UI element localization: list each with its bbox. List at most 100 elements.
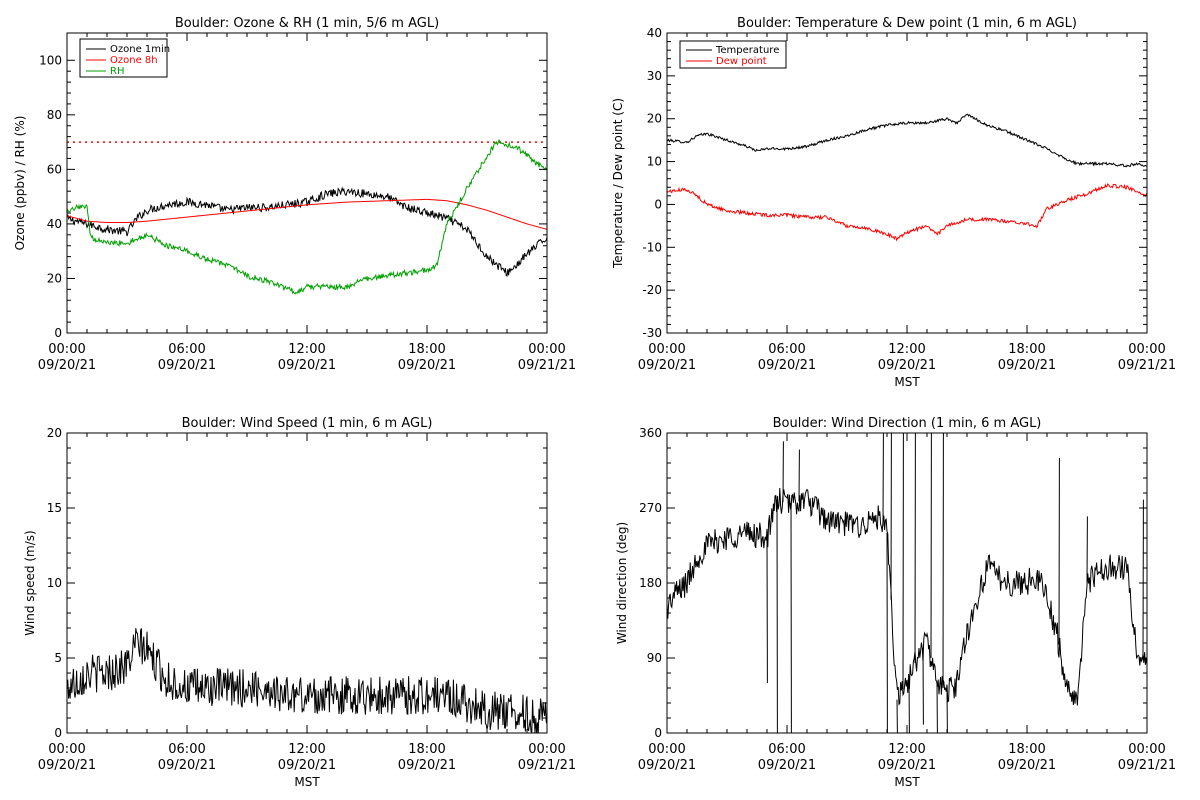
wind_dir-y-tick-label: 0 bbox=[654, 726, 662, 740]
temp-x-tick-time: 06:00 bbox=[768, 342, 805, 357]
legend-rh-label: RH bbox=[110, 66, 124, 77]
temp-x-tick-time: 12:00 bbox=[888, 342, 925, 357]
wind_speed-y-tick-label: 15 bbox=[47, 501, 62, 515]
ozone-panel-title: Boulder: Ozone & RH (1 min, 5/6 m AGL) bbox=[175, 16, 439, 31]
wind_speed-data-layer bbox=[67, 628, 547, 733]
wind_speed-y-tick-label: 10 bbox=[47, 576, 62, 590]
temp-y-tick-label: 10 bbox=[647, 155, 662, 169]
temp-y-tick-label: 0 bbox=[654, 197, 662, 211]
ozone-y-axis-label: Ozone (ppbv) / RH (%) bbox=[13, 116, 27, 251]
wind_dir-x-tick-date: 09/20/21 bbox=[878, 758, 936, 773]
ozone-y-tick-label: 20 bbox=[47, 271, 62, 285]
wind_dir-y-tick-label: 90 bbox=[647, 651, 662, 665]
wind_speed-x-tick-date: 09/20/21 bbox=[158, 758, 216, 773]
ozone-plot-area: 02040608010000:0009/20/2106:0009/20/2112… bbox=[38, 32, 576, 373]
ozone-y-tick-label: 100 bbox=[39, 53, 62, 67]
ws-y-axis-label: Wind speed (m/s) bbox=[23, 530, 37, 635]
temp-series-dew-point bbox=[667, 183, 1147, 242]
wind_dir-series-line bbox=[667, 487, 1147, 706]
wind_dir-x-tick-time: 18:00 bbox=[1008, 742, 1045, 757]
temp-y-tick-label: -30 bbox=[642, 326, 662, 340]
wind_dir-x-tick-time: 06:00 bbox=[768, 742, 805, 757]
legend-temperature-label: Temperature bbox=[715, 45, 779, 56]
wind_speed-y-tick-label: 20 bbox=[47, 426, 62, 440]
ozone-y-tick-label: 80 bbox=[47, 108, 62, 122]
ozone-legend: Ozone 1min Ozone 8h RH bbox=[79, 38, 170, 78]
wind_speed-x-tick-date: 09/20/21 bbox=[38, 758, 96, 773]
wind_speed-x-tick-time: 00:00 bbox=[528, 742, 565, 757]
legend-dew-point-label: Dew point bbox=[716, 56, 767, 67]
wind_dir-y-tick-label: 180 bbox=[639, 576, 662, 590]
temp-y-tick-label: -20 bbox=[642, 283, 662, 297]
wind_dir-x-tick-date: 09/20/21 bbox=[758, 758, 816, 773]
wind_speed-x-tick-date: 09/20/21 bbox=[278, 758, 336, 773]
temp-y-tick-label: 40 bbox=[647, 26, 662, 40]
temp-x-tick-date: 09/20/21 bbox=[998, 358, 1056, 373]
wind_speed-x-tick-time: 18:00 bbox=[408, 742, 445, 757]
temp-plot-area: -30-20-1001020304000:0009/20/2106:0009/2… bbox=[638, 26, 1176, 373]
ozone-y-tick-label: 60 bbox=[47, 162, 62, 176]
temp-data-layer bbox=[667, 113, 1147, 242]
temp-x-tick-date: 09/20/21 bbox=[878, 358, 936, 373]
temp-panel-title: Boulder: Temperature & Dew point (1 min,… bbox=[737, 16, 1077, 31]
ozone-x-tick-date: 09/20/21 bbox=[38, 358, 96, 373]
ozone-series-ozone-8h bbox=[67, 198, 547, 230]
temperature-dewpoint-panel: Boulder: Temperature & Dew point (1 min,… bbox=[611, 16, 1176, 389]
legend-ozone-8h-label: Ozone 8h bbox=[110, 55, 158, 66]
wind_dir-x-tick-time: 12:00 bbox=[888, 742, 925, 757]
wind_speed-series-line bbox=[67, 628, 547, 733]
wind_dir-x-tick-time: 00:00 bbox=[648, 742, 685, 757]
temp-y-tick-label: -10 bbox=[642, 240, 662, 254]
wind_dir-y-tick-label: 360 bbox=[639, 426, 662, 440]
wind_dir-x-tick-date: 09/20/21 bbox=[638, 758, 696, 773]
temp-x-tick-date: 09/20/21 bbox=[638, 358, 696, 373]
wind_dir-x-tick-time: 00:00 bbox=[1128, 742, 1165, 757]
temp-series-temperature bbox=[667, 113, 1147, 168]
ozone-data-layer bbox=[67, 138, 547, 295]
ozone-x-tick-date: 09/20/21 bbox=[398, 358, 456, 373]
ozone-y-tick-label: 0 bbox=[54, 326, 62, 340]
ozone-x-tick-date: 09/21/21 bbox=[518, 358, 576, 373]
ws-x-axis-label: MST bbox=[294, 775, 320, 789]
wind_dir-x-tick-date: 09/21/21 bbox=[1118, 758, 1176, 773]
temp-y-tick-label: 30 bbox=[647, 69, 662, 83]
temp-y-tick-label: 20 bbox=[647, 112, 662, 126]
wind_dir-x-tick-date: 09/20/21 bbox=[998, 758, 1056, 773]
wind_speed-y-tick-label: 0 bbox=[54, 726, 62, 740]
wind_speed-x-tick-time: 06:00 bbox=[168, 742, 205, 757]
ozone-series-ozone-1min bbox=[67, 186, 547, 277]
wind_speed-x-tick-time: 12:00 bbox=[288, 742, 325, 757]
temp-y-axis-label: Temperature / Dew point (C) bbox=[611, 98, 625, 269]
legend-ozone-1min-label: Ozone 1min bbox=[110, 44, 170, 55]
wind_dir-y-tick-label: 270 bbox=[639, 501, 662, 515]
temp-x-tick-date: 09/21/21 bbox=[1118, 358, 1176, 373]
wd-x-axis-label: MST bbox=[894, 775, 920, 789]
wind_speed-x-tick-date: 09/21/21 bbox=[518, 758, 576, 773]
wd-y-axis-label: Wind direction (deg) bbox=[615, 522, 629, 644]
ws-plot-area: 0510152000:0009/20/2106:0009/20/2112:000… bbox=[38, 426, 576, 773]
wind_speed-x-tick-time: 00:00 bbox=[48, 742, 85, 757]
ozone-x-tick-time: 00:00 bbox=[48, 342, 85, 357]
wind_speed-y-tick-label: 5 bbox=[54, 651, 62, 665]
temp-x-tick-time: 00:00 bbox=[648, 342, 685, 357]
temp-x-axis-label: MST bbox=[894, 375, 920, 389]
wd-plot-area: 09018027036000:0009/20/2106:0009/20/2112… bbox=[638, 426, 1176, 773]
ozone-x-tick-date: 09/20/21 bbox=[158, 358, 216, 373]
wd-panel-title: Boulder: Wind Direction (1 min, 6 m AGL) bbox=[773, 416, 1042, 431]
ws-panel-title: Boulder: Wind Speed (1 min, 6 m AGL) bbox=[182, 416, 433, 431]
wind_dir-data-layer bbox=[667, 433, 1147, 733]
temp-legend-box bbox=[679, 40, 787, 69]
temp-legend: Temperature Dew point bbox=[679, 40, 787, 69]
ozone-y-tick-label: 40 bbox=[47, 217, 62, 231]
temp-x-tick-date: 09/20/21 bbox=[758, 358, 816, 373]
wind-direction-panel: Boulder: Wind Direction (1 min, 6 m AGL)… bbox=[615, 416, 1176, 789]
ozone-rh-panel: Boulder: Ozone & RH (1 min, 5/6 m AGL) O… bbox=[13, 16, 576, 373]
ozone-x-tick-time: 06:00 bbox=[168, 342, 205, 357]
ozone-x-tick-time: 12:00 bbox=[288, 342, 325, 357]
ozone-series-rh bbox=[67, 138, 547, 295]
wind_speed-x-tick-date: 09/20/21 bbox=[398, 758, 456, 773]
ozone-x-tick-date: 09/20/21 bbox=[278, 358, 336, 373]
temp-x-tick-time: 00:00 bbox=[1128, 342, 1165, 357]
